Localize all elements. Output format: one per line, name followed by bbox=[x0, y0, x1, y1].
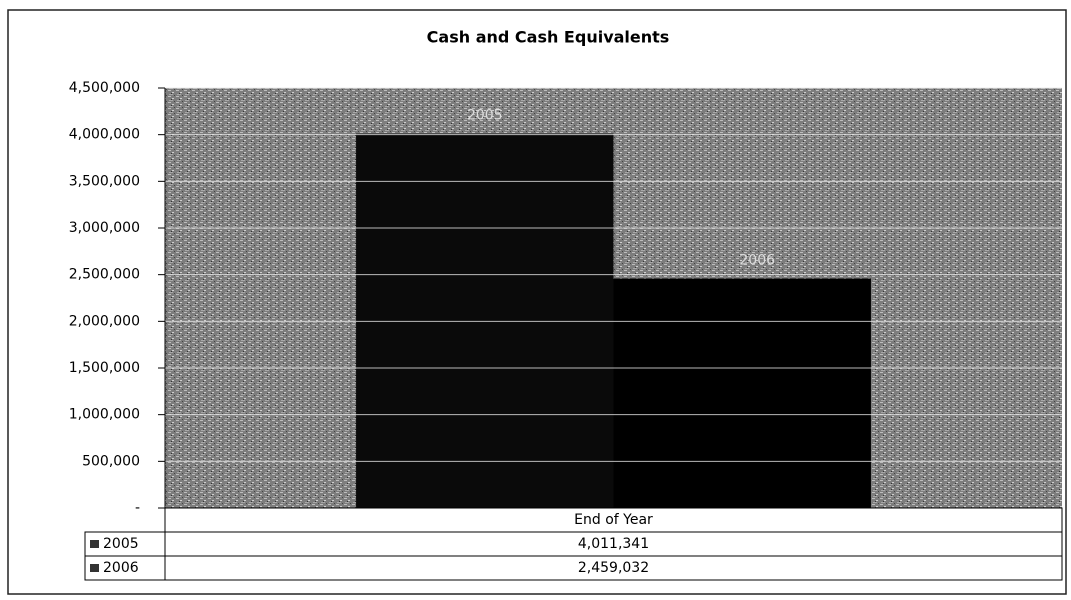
legend-key bbox=[90, 564, 99, 572]
table-value: 4,011,341 bbox=[578, 536, 649, 552]
category-label: End of Year bbox=[574, 512, 653, 528]
table-value: 2,459,032 bbox=[578, 560, 649, 576]
y-tick-label: 2,000,000 bbox=[69, 313, 140, 329]
y-tick-label: 2,500,000 bbox=[69, 267, 140, 283]
legend-key bbox=[90, 540, 99, 548]
bar bbox=[356, 133, 614, 509]
y-tick-label: - bbox=[135, 500, 140, 516]
table-row bbox=[164, 531, 1063, 557]
y-tick-label: 4,000,000 bbox=[69, 127, 140, 143]
chart-title: Cash and Cash Equivalents bbox=[427, 28, 670, 47]
y-tick-label: 3,500,000 bbox=[69, 173, 140, 189]
series-label: 2005 bbox=[467, 108, 503, 124]
y-tick-label: 1,000,000 bbox=[69, 407, 140, 423]
y-tick-label: 4,500,000 bbox=[69, 80, 140, 96]
y-tick-label: 3,000,000 bbox=[69, 220, 140, 236]
legend-label: 2006 bbox=[103, 560, 139, 576]
series-label: 2006 bbox=[739, 252, 775, 268]
bar bbox=[613, 278, 871, 508]
y-tick-label: 500,000 bbox=[82, 453, 140, 469]
legend-label: 2005 bbox=[103, 536, 139, 552]
table-row bbox=[164, 555, 1063, 581]
y-tick-label: 1,500,000 bbox=[69, 360, 140, 376]
table-header-cell bbox=[164, 507, 1063, 533]
